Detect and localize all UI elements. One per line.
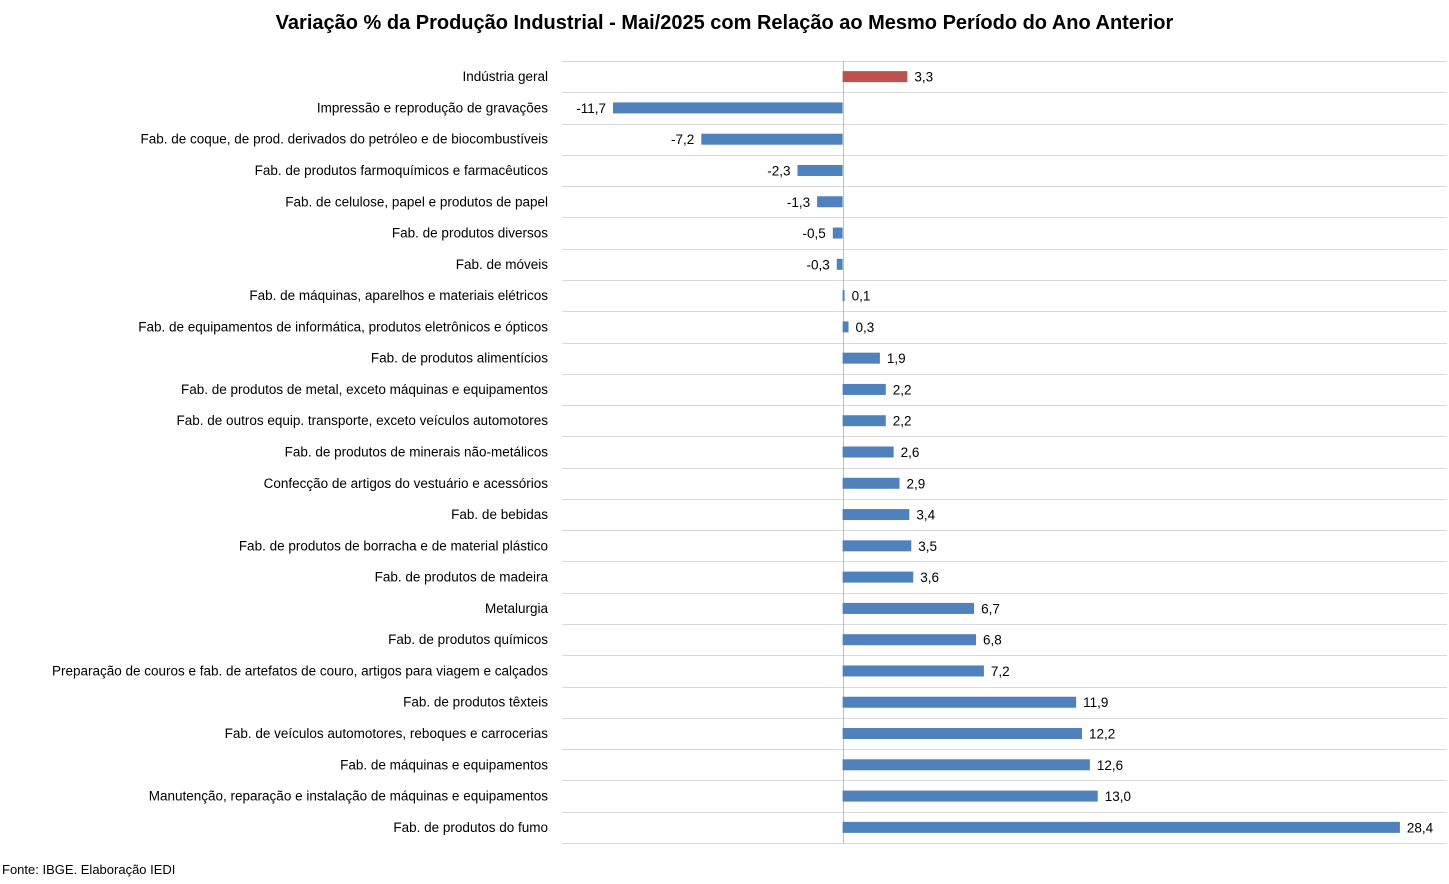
data-label: 12,2 [1089,727,1115,742]
data-label: 2,2 [893,414,912,429]
bar [842,634,977,646]
data-label: -2,3 [767,163,790,178]
bar [842,665,984,677]
bar [842,728,1083,740]
category-label: Fab. de produtos alimentícios [371,351,548,366]
category-label: Fab. de produtos farmoquímicos e farmacê… [255,163,549,178]
category-label: Indústria geral [462,69,548,84]
bar [842,602,975,614]
data-label: -11,7 [576,101,606,116]
data-label: 6,7 [981,601,1000,616]
bar [836,258,843,270]
data-label: 1,9 [887,351,906,366]
bar [842,759,1090,771]
bar [842,790,1098,802]
category-label: Fab. de coque, de prod. derivados do pet… [140,132,548,147]
category-label: Fab. de produtos de metal, exceto máquin… [181,382,548,397]
bar [832,227,843,239]
bar [842,290,845,302]
category-label: Fab. de produtos de borracha e de materi… [239,538,548,553]
data-label: -7,2 [671,132,694,147]
category-label: Fab. de outros equip. transporte, exceto… [177,413,549,428]
data-label: 2,2 [893,382,912,397]
category-label: Fab. de produtos de minerais não-metálic… [285,445,549,460]
data-label: 3,3 [914,70,933,85]
data-label: 7,2 [991,664,1010,679]
data-label: 13,0 [1105,789,1131,804]
data-label: 3,4 [916,508,935,523]
bar [842,696,1077,708]
bar [842,321,849,333]
bar [701,133,843,145]
data-label: 0,1 [852,289,871,304]
category-label: Fab. de máquinas, aparelhos e materiais … [249,288,548,303]
category-label: Fab. de produtos de madeira [375,570,549,585]
source-note: Fonte: IBGE. Elaboração IEDI [2,862,176,877]
bar [842,446,894,458]
bar [842,71,908,83]
data-label: -1,3 [787,195,810,210]
data-label: 2,6 [901,445,920,460]
bar [842,477,900,489]
data-label: 11,9 [1083,695,1108,710]
category-label: Impressão e reprodução de gravações [317,100,548,115]
category-label: Fab. de celulose, papel e produtos de pa… [285,194,548,209]
category-label: Fab. de veículos automotores, reboques e… [225,726,549,741]
category-label: Fab. de produtos químicos [388,632,548,647]
data-label: -0,3 [806,257,829,272]
data-label: 12,6 [1097,758,1123,773]
category-label: Fab. de produtos têxteis [403,695,548,710]
bar [817,196,843,208]
category-label: Manutenção, reparação e instalação de má… [149,789,549,804]
data-label: 6,8 [983,633,1002,648]
bar [842,540,912,552]
category-label: Fab. de produtos diversos [392,226,548,241]
bar [842,352,880,364]
category-label: Fab. de móveis [456,257,549,272]
chart-title: Variação % da Produção Industrial - Mai/… [275,12,1174,34]
category-label: Metalurgia [485,601,549,616]
bar [842,415,886,427]
category-label: Fab. de equipamentos de informática, pro… [138,319,548,334]
bar [842,509,910,521]
data-label: -0,5 [803,226,826,241]
bar [842,571,914,583]
bar [842,383,886,395]
data-label: 2,9 [907,476,926,491]
category-label: Confecção de artigos do vestuário e aces… [264,476,549,491]
category-label: Fab. de máquinas e equipamentos [340,757,548,772]
bar [797,164,843,176]
data-label: 0,3 [855,320,874,335]
data-label: 3,6 [920,570,939,585]
bar [842,821,1400,833]
category-label: Preparação de couros e fab. de artefatos… [52,663,548,678]
bar [613,102,843,114]
data-label: 3,5 [918,539,937,554]
category-label: Fab. de produtos do fumo [393,820,548,835]
data-label: 28,4 [1407,820,1434,835]
category-label: Fab. de bebidas [451,507,548,522]
